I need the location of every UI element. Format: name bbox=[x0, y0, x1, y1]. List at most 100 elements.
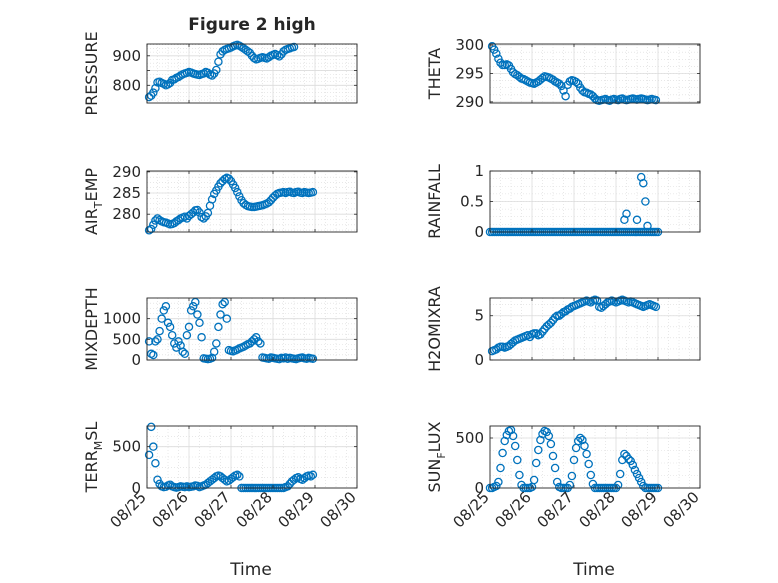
data-point bbox=[188, 208, 198, 217]
y-axis-label: PRESSURE bbox=[82, 31, 101, 115]
data-point bbox=[275, 52, 284, 61]
data-point bbox=[557, 309, 566, 319]
x-tick-label: 08/29 bbox=[275, 488, 318, 531]
data-point bbox=[170, 75, 179, 84]
data-point bbox=[293, 472, 303, 482]
x-axis-label: Time bbox=[229, 560, 272, 580]
data-point bbox=[620, 449, 629, 459]
y-tick-label: 0 bbox=[474, 223, 484, 241]
data-point bbox=[531, 458, 541, 468]
data-point bbox=[306, 472, 316, 481]
data-point bbox=[601, 299, 610, 309]
data-point bbox=[492, 481, 501, 491]
data-point bbox=[195, 318, 204, 328]
data-point bbox=[209, 347, 219, 356]
data-point bbox=[628, 460, 638, 470]
data-point bbox=[218, 299, 227, 309]
data-point bbox=[308, 470, 318, 480]
data-point bbox=[615, 469, 625, 479]
data-point bbox=[546, 318, 556, 328]
data-point bbox=[283, 482, 292, 491]
y-tick-label: 5 bbox=[474, 307, 484, 325]
data-point bbox=[561, 91, 570, 101]
data-point bbox=[214, 57, 223, 66]
data-point bbox=[197, 333, 206, 342]
data-point bbox=[186, 306, 196, 315]
data-point bbox=[207, 195, 217, 204]
data-point bbox=[632, 469, 642, 479]
data-point bbox=[529, 475, 539, 485]
data-point bbox=[548, 75, 558, 84]
data-point bbox=[151, 216, 160, 225]
data-point bbox=[212, 339, 221, 348]
data-point bbox=[536, 330, 545, 339]
data-point bbox=[220, 297, 229, 307]
data-series bbox=[144, 297, 318, 364]
y-axis-label: TERRMSL bbox=[82, 422, 105, 494]
data-point bbox=[214, 322, 223, 332]
data-point bbox=[540, 324, 549, 334]
data-point bbox=[538, 73, 547, 83]
axes-box bbox=[146, 425, 358, 489]
x-tick-label: 08/28 bbox=[233, 488, 276, 531]
data-point bbox=[571, 77, 581, 87]
data-point bbox=[492, 49, 501, 58]
data-point bbox=[151, 337, 160, 346]
data-point bbox=[144, 450, 154, 460]
data-point bbox=[494, 477, 503, 487]
figure-title: Figure 2 high bbox=[188, 15, 316, 35]
data-point bbox=[576, 433, 585, 443]
data-point bbox=[544, 320, 554, 329]
data-point bbox=[308, 187, 318, 197]
y-tick-label: 1000 bbox=[103, 310, 141, 328]
data-point bbox=[188, 302, 198, 311]
axes-6: 0 5 H2OMIXRA bbox=[425, 286, 701, 372]
data-point bbox=[235, 472, 244, 481]
x-tick-label: 08/28 bbox=[576, 488, 619, 531]
y-tick-label: 800 bbox=[112, 76, 141, 94]
data-point bbox=[641, 197, 650, 206]
data-point bbox=[542, 427, 551, 437]
data-point bbox=[502, 430, 512, 440]
x-tick-label: 08/25 bbox=[107, 488, 150, 531]
axes-box bbox=[146, 170, 358, 233]
data-point bbox=[163, 80, 173, 89]
data-point bbox=[243, 47, 253, 56]
x-tick-label: 08/30 bbox=[660, 488, 703, 531]
data-point bbox=[149, 88, 158, 97]
data-point bbox=[624, 454, 633, 464]
data-point bbox=[212, 65, 221, 75]
data-point bbox=[559, 86, 568, 95]
data-point bbox=[249, 335, 259, 344]
data-point bbox=[233, 470, 242, 480]
x-tick-label: 08/30 bbox=[317, 488, 360, 531]
y-tick-label: 0 bbox=[474, 351, 484, 369]
data-point bbox=[264, 198, 274, 207]
y-tick-label: 290 bbox=[455, 93, 484, 111]
data-point bbox=[165, 322, 175, 332]
data-point bbox=[515, 72, 524, 82]
y-axis-label: H2OMIXRA bbox=[425, 286, 444, 372]
data-series bbox=[487, 295, 661, 356]
data-point bbox=[144, 92, 154, 102]
data-point bbox=[153, 475, 162, 484]
data-point bbox=[496, 463, 505, 473]
axes-8: 0 500 SUNFLUX08/2508/2608/2708/2808/2908/3… bbox=[425, 421, 703, 580]
data-point bbox=[222, 314, 232, 323]
x-tick-label: 08/26 bbox=[149, 488, 192, 531]
data-point bbox=[561, 307, 570, 316]
data-point bbox=[508, 68, 518, 77]
data-point bbox=[178, 347, 187, 356]
data-point bbox=[538, 327, 547, 336]
data-point bbox=[634, 473, 644, 483]
data-point bbox=[544, 431, 554, 441]
data-series bbox=[144, 422, 318, 493]
y-tick-label: 0 bbox=[474, 479, 484, 497]
data-point bbox=[546, 439, 556, 449]
data-point bbox=[199, 214, 208, 223]
data-point bbox=[203, 68, 213, 78]
data-point bbox=[586, 470, 596, 480]
data-point bbox=[216, 310, 225, 319]
x-tick-label: 08/26 bbox=[492, 488, 535, 531]
